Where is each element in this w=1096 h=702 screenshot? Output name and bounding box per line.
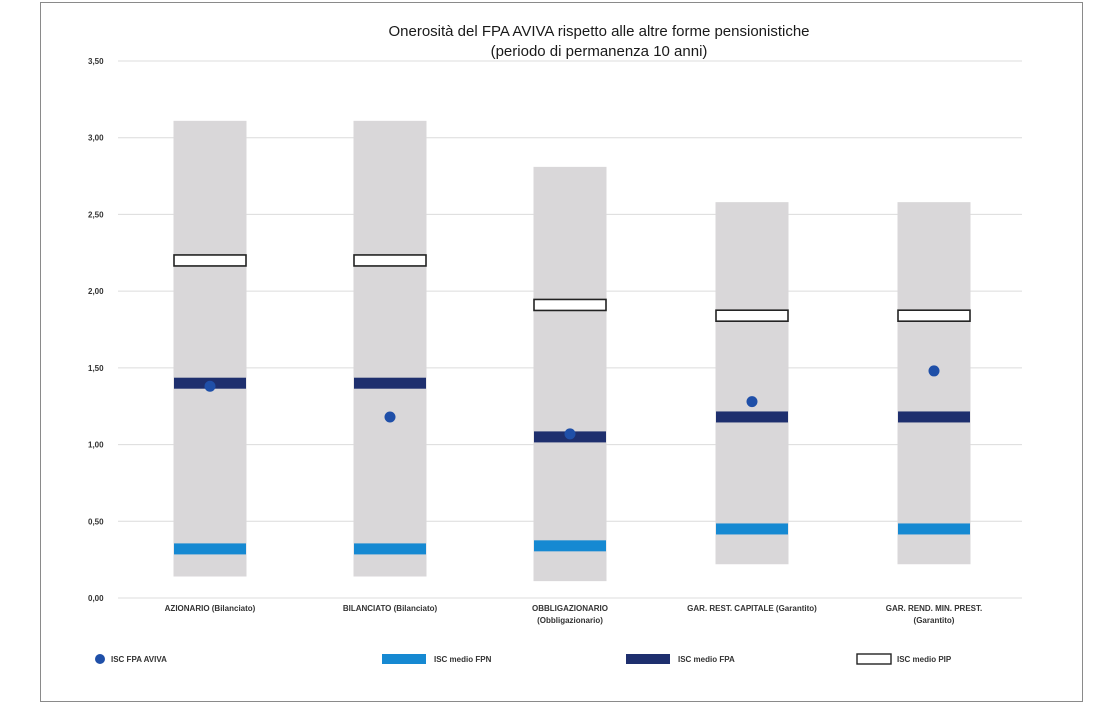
gridlines: [118, 60, 1022, 599]
category-label: GAR. REST. CAPITALE (Garantito): [687, 604, 817, 613]
range-bar: [173, 120, 247, 577]
range-bars: [173, 120, 971, 582]
legend-swatch-bar: [626, 654, 670, 664]
range-bar: [715, 202, 789, 565]
pip-marker: [173, 254, 247, 267]
pip-marker: [353, 254, 427, 267]
chart-title-line: (periodo di permanenza 10 anni): [491, 43, 708, 60]
range-bar: [533, 166, 607, 582]
y-tick-label: 0,00: [88, 594, 104, 603]
chart-title: Onerosità del FPA AVIVA rispetto alle al…: [388, 23, 809, 60]
range-bar: [353, 120, 427, 577]
legend-label: ISC medio FPN: [434, 655, 492, 664]
y-tick-label: 0,50: [88, 517, 104, 526]
aviva-dot: [928, 365, 940, 377]
legend-label: ISC medio FPA: [678, 655, 735, 664]
y-tick-label: 2,00: [88, 287, 104, 296]
legend-label: ISC FPA AVIVA: [111, 655, 167, 664]
aviva-dot: [384, 411, 396, 423]
y-tick-label: 3,50: [88, 57, 104, 66]
range-bar: [897, 202, 971, 565]
fpn-marker: [898, 523, 970, 535]
y-tick-label: 1,50: [88, 364, 104, 373]
y-tick-label: 1,00: [88, 441, 104, 450]
legend-swatch-hollow: [856, 653, 892, 665]
legend-label: ISC medio PIP: [897, 655, 952, 664]
fpa-marker: [898, 411, 970, 423]
aviva-dot: [746, 396, 758, 408]
category-label: OBBLIGAZIONARIO: [532, 604, 608, 613]
fpn-marker: [354, 543, 426, 555]
legend-swatch-bar: [382, 654, 426, 664]
category-label: BILANCIATO (Bilanciato): [343, 604, 438, 613]
y-tick-label: 3,00: [88, 134, 104, 143]
aviva-dot: [204, 380, 216, 392]
pip-marker: [533, 298, 607, 312]
category-label: GAR. REND. MIN. PREST.: [886, 604, 982, 613]
y-tick-label: 2,50: [88, 210, 104, 219]
y-axis-ticks: 0,00 0,50 1,00 1,50 2,00 2,50 3,00 3,50: [88, 57, 104, 603]
aviva-dot: [564, 428, 576, 440]
pip-marker: [715, 309, 789, 322]
pip-marker: [897, 309, 971, 322]
fpn-marker: [716, 523, 788, 535]
fpa-marker: [716, 411, 788, 423]
category-labels: AZIONARIO (Bilanciato) BILANCIATO (Bilanc…: [165, 604, 983, 625]
fpa-marker: [354, 377, 426, 389]
chart-title-line: Onerosità del FPA AVIVA rispetto alle al…: [388, 23, 809, 40]
category-label: AZIONARIO (Bilanciato): [165, 604, 256, 613]
fpn-marker: [174, 543, 246, 555]
legend-swatch-dot: [95, 654, 105, 664]
series-marks: [173, 254, 971, 555]
category-label: (Obbligazionario): [537, 616, 603, 625]
isc-chart: 0,00 0,50 1,00 1,50 2,00 2,50 3,00 3,50 AZIONAR…: [88, 23, 1022, 665]
category-label: (Garantito): [914, 616, 955, 625]
fpn-marker: [534, 540, 606, 552]
legend: ISC FPA AVIVA ISC medio FPN ISC medio FPA I…: [95, 653, 952, 665]
